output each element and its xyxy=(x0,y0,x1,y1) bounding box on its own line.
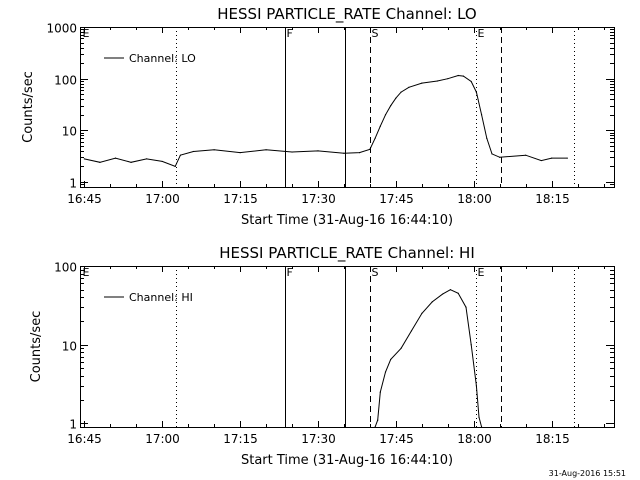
data-point xyxy=(99,161,101,163)
data-point xyxy=(447,78,449,80)
data-point xyxy=(400,91,402,93)
data-point xyxy=(478,416,480,418)
event-marker-label: E xyxy=(83,27,90,40)
event-marker-label: S xyxy=(372,266,379,279)
x-tick-label: 18:00 xyxy=(457,432,492,446)
data-point xyxy=(480,426,483,427)
data-point xyxy=(525,154,527,156)
data-point xyxy=(343,152,345,154)
y-axis-label: Counts/sec xyxy=(21,71,36,143)
data-point xyxy=(395,97,397,99)
x-tick-label: 17:15 xyxy=(223,432,258,446)
data-point xyxy=(83,158,85,160)
event-marker-label: S xyxy=(372,27,379,40)
hi-channel-panel: HESSI PARTICLE_RATE Channel: HIE F S E16:45… xyxy=(29,244,615,468)
event-marker-label: E xyxy=(478,266,485,279)
data-point xyxy=(379,125,381,127)
data-point xyxy=(465,306,467,308)
y-tick-label: 10 xyxy=(62,125,77,139)
x-tick-label: 17:00 xyxy=(145,192,180,206)
event-marker-label: F xyxy=(287,266,293,279)
plot-frame xyxy=(80,266,615,428)
y-tick-label: 1 xyxy=(69,418,77,432)
legend-label: Channel: HI xyxy=(129,291,193,304)
plot-frame xyxy=(80,27,615,188)
data-point xyxy=(400,347,402,349)
chart-title: HESSI PARTICLE_RATE Channel: LO xyxy=(217,5,476,24)
data-point xyxy=(499,156,501,158)
data-point xyxy=(436,80,439,82)
data-point xyxy=(146,158,148,160)
footer-timestamp: 31-Aug-2016 15:51 xyxy=(549,469,626,478)
x-tick-label: 17:30 xyxy=(301,432,336,446)
data-point xyxy=(390,105,392,107)
x-tick-label: 17:45 xyxy=(379,192,414,206)
x-tick-label: 17:00 xyxy=(145,432,180,446)
x-axis-label: Start Time (31-Aug-16 16:44:10) xyxy=(241,453,453,468)
event-marker-label: E xyxy=(478,27,485,40)
data-point xyxy=(317,150,319,152)
data-point xyxy=(462,75,465,77)
data-point xyxy=(457,292,459,294)
data-point xyxy=(540,159,542,162)
data-point xyxy=(213,149,215,151)
data-point xyxy=(161,160,163,163)
y-tick-label: 100 xyxy=(54,74,77,88)
data-point xyxy=(470,344,472,346)
data-point xyxy=(377,419,379,421)
y-tick-label: 1 xyxy=(69,177,77,191)
data-point xyxy=(384,114,387,116)
data-point xyxy=(358,152,361,154)
data-point xyxy=(551,157,553,159)
data-point xyxy=(421,312,423,314)
lo-channel-panel: HESSI PARTICLE_RATE Channel: LOE F S E16:45… xyxy=(21,5,615,228)
data-point xyxy=(174,165,176,168)
data-point xyxy=(410,330,413,332)
series-line-0 xyxy=(84,74,568,168)
data-point xyxy=(408,86,410,88)
x-tick-label: 17:45 xyxy=(379,432,414,446)
data-point xyxy=(431,301,433,303)
x-tick-label: 16:45 xyxy=(67,192,102,206)
data-point xyxy=(470,80,472,83)
data-point xyxy=(291,151,293,153)
data-point xyxy=(390,358,392,361)
data-point xyxy=(130,161,132,163)
series-line-0 xyxy=(374,289,483,427)
x-tick-label: 18:15 xyxy=(535,432,570,446)
data-point xyxy=(374,137,376,139)
x-tick-label: 17:15 xyxy=(223,192,258,206)
y-tick-label: 1000 xyxy=(46,22,77,36)
y-tick-label: 100 xyxy=(54,261,77,275)
event-marker-label: E xyxy=(83,266,90,279)
x-tick-label: 16:45 xyxy=(67,432,102,446)
data-point xyxy=(374,426,376,427)
y-tick-label: 10 xyxy=(62,340,77,354)
legend-label: Channel: LO xyxy=(129,52,196,65)
data-point xyxy=(239,152,241,154)
chart-title: HESSI PARTICLE_RATE Channel: HI xyxy=(219,244,475,263)
data-point xyxy=(491,153,493,155)
data-point xyxy=(384,371,387,373)
data-point xyxy=(265,149,267,151)
x-tick-label: 17:30 xyxy=(301,192,336,206)
data-point xyxy=(114,157,117,159)
event-marker-label: F xyxy=(287,27,293,40)
data-point xyxy=(192,150,194,153)
x-tick-label: 18:15 xyxy=(535,192,570,206)
data-point xyxy=(421,82,423,84)
x-axis-label: Start Time (31-Aug-16 16:44:10) xyxy=(241,213,453,228)
data-point xyxy=(566,157,568,159)
data-point xyxy=(457,74,459,77)
data-point xyxy=(486,137,488,139)
data-point xyxy=(449,289,452,291)
x-tick-label: 18:00 xyxy=(457,192,492,206)
data-point xyxy=(179,154,181,156)
data-point xyxy=(442,293,444,295)
y-axis-label: Counts/sec xyxy=(29,311,44,383)
data-point xyxy=(379,391,381,393)
data-point xyxy=(480,114,483,116)
